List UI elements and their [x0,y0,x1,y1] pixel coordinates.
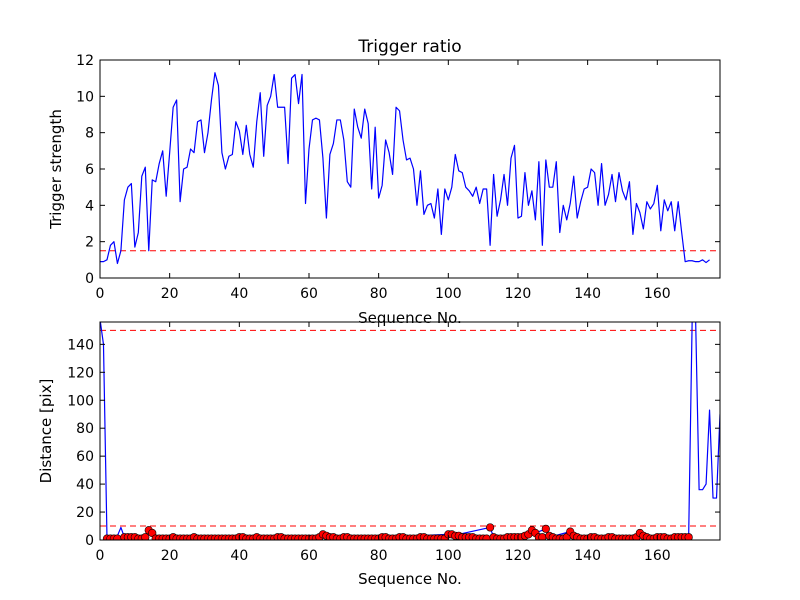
bottom-ytick-label: 0 [85,533,94,549]
bottom-clipped-group [100,322,720,540]
bottom-xtick-label: 160 [644,548,671,564]
top-ytick-label: 6 [85,162,94,178]
bottom-ytick-label: 60 [76,449,94,465]
bottom-xtick-label: 120 [505,548,532,564]
top-plot-area [100,72,720,265]
bottom-xtick-label: 20 [161,548,179,564]
top-xtick-label: 60 [300,286,318,302]
top-x-axis-label: Sequence No. [358,309,462,327]
bottom-series-1-point-125 [541,524,550,533]
bottom-axes-frame [99,321,721,541]
top-series-0-line [100,72,710,265]
bottom-ticks: 0 20 40 60 80 100 120 140 160 0 20 40 60 80 100 120 140 [67,322,720,564]
top-ticks: 0 20 40 60 80 100 120 140 160 0 2 4 6 8 10 12 [76,53,720,302]
top-ytick-label: 12 [76,53,94,69]
top-ytick-label: 0 [85,271,94,287]
bottom-series-1-point-10 [141,533,150,540]
top-xtick-label: 20 [161,286,179,302]
top-ytick-label: 4 [85,198,94,214]
top-chart: Trigger ratio 0 20 40 60 80 100 120 140 160 0 2 4 6 8… [47,37,721,327]
bottom-series-1-point-166 [684,533,693,540]
bottom-ytick-label: 100 [67,393,94,409]
bottom-ytick-label: 80 [76,421,94,437]
top-clipped-group [100,72,720,265]
top-xtick-label: 40 [230,286,248,302]
top-ytick-label: 10 [76,89,94,105]
bottom-ytick-label: 40 [76,477,94,493]
top-ytick-label: 8 [85,126,94,142]
top-xtick-label: 120 [505,286,532,302]
bottom-plot-area [100,322,720,540]
bottom-ytick-label: 120 [67,365,94,381]
top-chart-title: Trigger ratio [357,37,461,57]
bottom-series-1-point-109 [486,523,495,532]
bottom-xtick-label: 60 [300,548,318,564]
bottom-xtick-label: 0 [96,548,105,564]
bottom-ytick-label: 20 [76,505,94,521]
bottom-chart: 0 20 40 60 80 100 120 140 160020406080100120140 … [37,321,721,588]
bottom-x-axis-label: Sequence No. [358,570,462,588]
top-y-axis-label: Trigger strength [47,109,65,230]
bottom-xtick-label: 100 [435,548,462,564]
bottom-ytick-label: 140 [67,337,94,353]
top-xtick-label: 80 [370,286,388,302]
top-xtick-label: 140 [574,286,601,302]
bottom-xtick-label: 80 [370,548,388,564]
bottom-xtick-label: 40 [230,548,248,564]
bottom-y-axis-label: Distance [pix] [37,379,55,484]
top-xtick-label: 160 [644,286,671,302]
top-ytick-label: 2 [85,235,94,251]
bottom-xtick-label: 140 [574,548,601,564]
top-xtick-label: 0 [96,286,105,302]
top-xtick-label: 100 [435,286,462,302]
